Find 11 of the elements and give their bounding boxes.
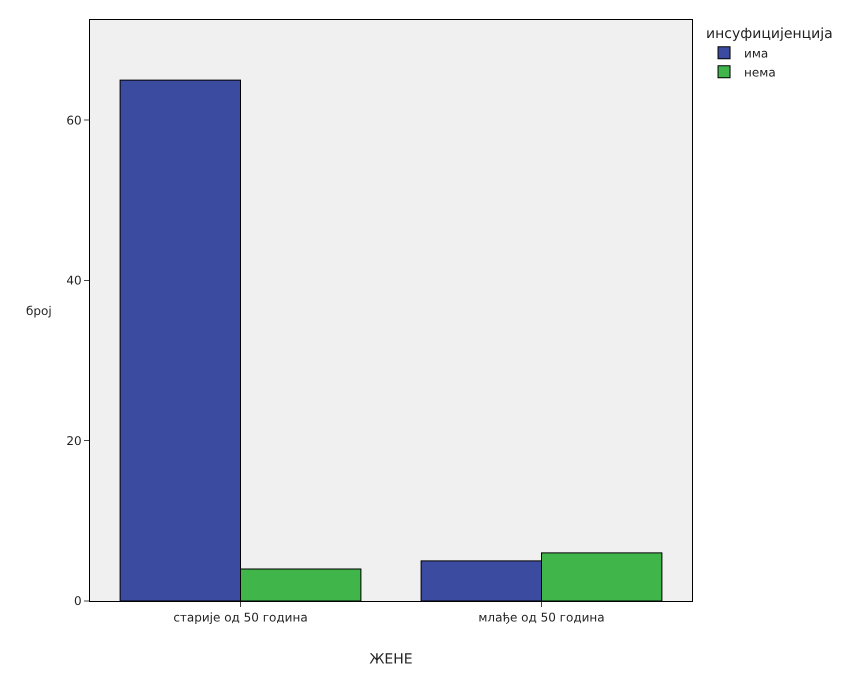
- y-tick-label: 20: [66, 434, 82, 448]
- y-axis-title: број: [26, 304, 52, 318]
- legend-title: инсуфицијенција: [706, 26, 833, 42]
- y-tick-label: 60: [66, 113, 82, 128]
- legend-label: нема: [744, 65, 776, 80]
- x-tick-label: старије од 50 година: [173, 610, 308, 624]
- legend-label: има: [744, 46, 768, 60]
- y-tick-label: 0: [74, 594, 82, 608]
- y-tick-label: 40: [66, 274, 82, 288]
- x-axis-title: ЖЕНЕ: [369, 652, 413, 668]
- x-tick-label: млађе од 50 година: [478, 610, 605, 624]
